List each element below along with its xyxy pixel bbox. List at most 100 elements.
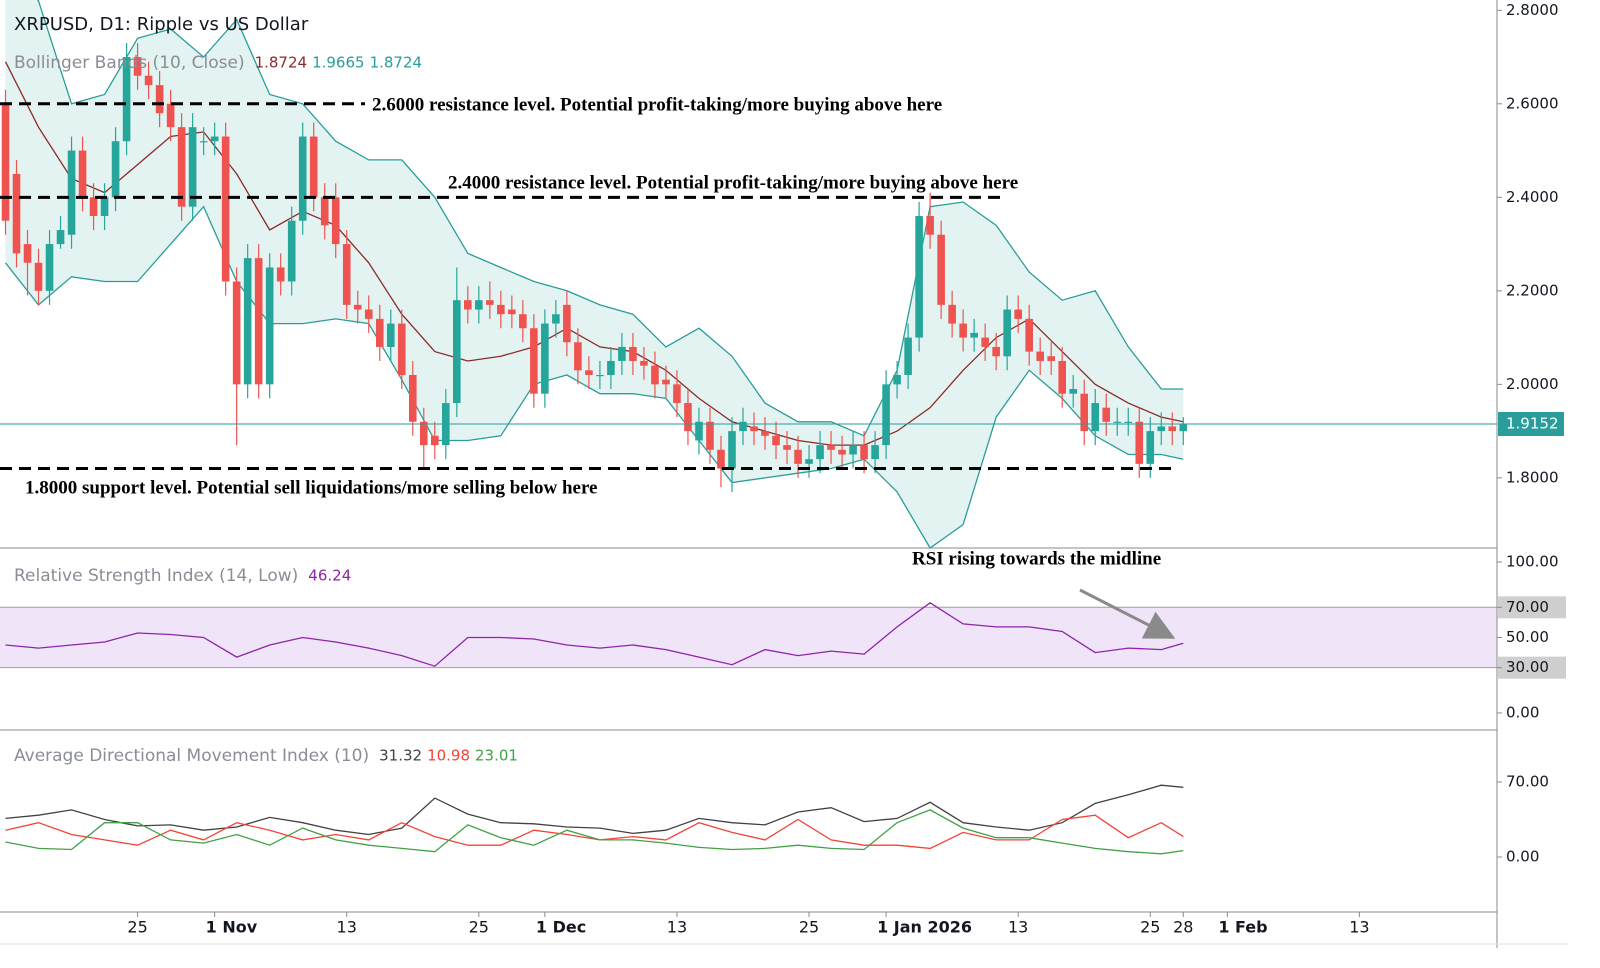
x-tick-label: 13	[667, 918, 687, 937]
y-tick-box	[1498, 596, 1566, 619]
candle-body	[783, 445, 791, 450]
candle-body	[739, 421, 747, 432]
candle-body	[816, 445, 824, 460]
y-tick-label: 0.00	[1506, 703, 1539, 721]
candle-body	[574, 342, 582, 371]
candle-body	[728, 431, 736, 469]
candle-body	[23, 244, 32, 263]
y-tick-box	[1498, 656, 1566, 679]
candle-body	[541, 323, 549, 394]
x-tick-label: 28	[1173, 918, 1193, 937]
candle-body	[199, 141, 208, 143]
y-tick-label: 1.8000	[1506, 468, 1559, 486]
candle-body	[1113, 421, 1122, 423]
candle-body	[188, 127, 197, 207]
candle-body	[45, 244, 54, 291]
candle-body	[717, 449, 725, 469]
candle-body	[838, 449, 846, 455]
candle-body	[618, 346, 626, 361]
indicator-line	[5, 784, 1184, 836]
candle-body	[408, 374, 417, 422]
candle-body	[1091, 403, 1100, 432]
last-price-box	[1498, 411, 1564, 436]
candle-body	[210, 136, 219, 142]
candle-body	[430, 435, 439, 446]
candle-body	[353, 304, 362, 310]
candle-body	[1025, 318, 1033, 352]
candle-body	[453, 300, 461, 404]
candle-body	[629, 346, 637, 361]
plot-area: 2.6000 resistance level. Potential profi…	[0, 0, 1497, 855]
indicator-line	[5, 602, 1184, 667]
candle-body	[750, 426, 758, 432]
candle-body	[596, 374, 604, 377]
candle-body	[1124, 421, 1133, 423]
rsi-annotation: RSI rising towards the midline	[912, 548, 1161, 569]
candle-body	[563, 304, 571, 343]
annotation-arrow	[1079, 588, 1176, 639]
level-annotation: 2.6000 resistance level. Potential profi…	[372, 94, 942, 115]
candle-body	[78, 150, 87, 198]
candle-body	[254, 258, 263, 385]
candle-body	[772, 435, 780, 446]
candle-body	[111, 141, 120, 198]
candle-body	[695, 421, 703, 441]
x-tick-label: 25	[799, 918, 819, 937]
indicator-value: 10.98	[427, 747, 470, 765]
x-tick-label: 25	[127, 918, 147, 937]
candle-body	[166, 103, 175, 128]
candle-body	[992, 346, 1000, 357]
candle-body	[1, 103, 10, 221]
indicator-value: 1.9665	[312, 54, 365, 72]
candle-body	[386, 323, 395, 347]
candle-body	[849, 445, 857, 455]
indicator-value: 1.8724	[255, 54, 308, 72]
candle-body	[12, 173, 21, 254]
candle-body	[607, 360, 615, 375]
candle-body	[1135, 421, 1144, 464]
candle-body	[232, 281, 241, 385]
candle-body	[144, 75, 153, 86]
candle-body	[882, 384, 890, 446]
y-tick-label: 30.00	[1506, 658, 1549, 676]
y-tick-label: 0.00	[1506, 848, 1539, 866]
candle-body	[67, 150, 76, 235]
x-tick-label: 1 Dec	[536, 918, 586, 937]
y-tick-label: 2.4000	[1506, 188, 1559, 206]
candle-body	[1168, 426, 1177, 432]
candle-body	[34, 262, 43, 291]
candle-body	[1179, 423, 1188, 432]
candle-body	[497, 304, 505, 315]
y-tick-label: 70.00	[1506, 598, 1549, 616]
chart-title: XRPUSD, D1: Ripple vs US Dollar	[14, 14, 309, 35]
candle-body	[519, 314, 527, 329]
candle-body	[805, 459, 813, 464]
candle-body	[1036, 351, 1044, 361]
x-tick-label: 1 Nov	[206, 918, 258, 937]
indicator-value: 23.01	[475, 747, 518, 765]
candle-body	[89, 197, 98, 217]
candle-body	[530, 328, 538, 394]
candle-body	[1157, 426, 1166, 432]
candle-body	[640, 360, 648, 366]
candle-body	[1102, 407, 1111, 422]
candle-body	[915, 216, 923, 338]
candle-body	[298, 136, 307, 221]
candle-body	[662, 379, 670, 385]
rsi-band	[0, 607, 1497, 668]
candle-body	[122, 57, 131, 142]
band-line	[4, 205, 1184, 549]
candle-body	[243, 258, 252, 385]
candle-body	[937, 234, 945, 305]
x-tick-label: 1 Jan 2026	[877, 918, 972, 937]
candle-body	[1047, 356, 1056, 361]
candle-body	[1058, 360, 1067, 394]
candle-body	[133, 57, 142, 76]
candle-body	[1080, 393, 1089, 432]
indicator-title: Average Directional Movement Index (10)	[14, 746, 369, 766]
y-tick-label: 2.2000	[1506, 281, 1559, 299]
candle-body	[177, 127, 186, 207]
candle-body	[1003, 309, 1011, 357]
y-tick-label: 2.0000	[1506, 375, 1559, 393]
